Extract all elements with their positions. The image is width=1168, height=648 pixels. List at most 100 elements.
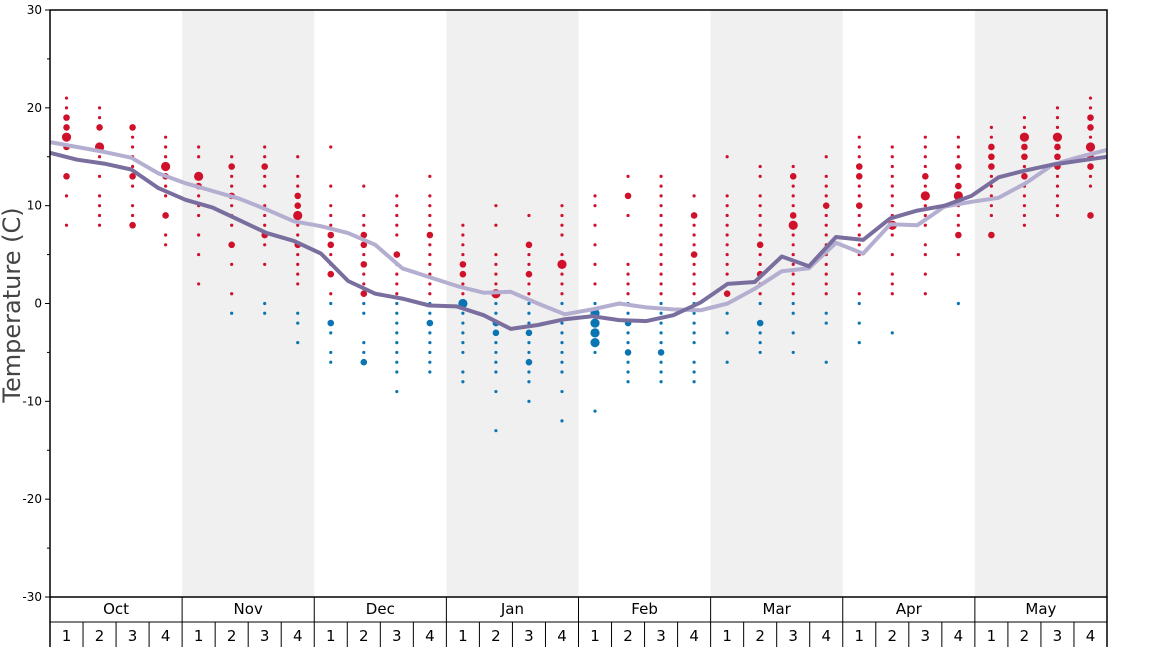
temperature-dot	[659, 184, 663, 188]
temperature-dot	[725, 194, 729, 198]
temperature-dot	[428, 213, 432, 218]
temperature-dot	[527, 350, 531, 355]
temperature-dot	[1055, 194, 1060, 198]
temperature-dot	[692, 194, 696, 198]
temperature-dot	[955, 231, 962, 239]
temperature-dot	[360, 231, 368, 239]
temperature-dot	[923, 135, 927, 139]
week-label: 3	[1053, 627, 1063, 645]
temperature-dot	[626, 174, 630, 178]
temperature-dot	[824, 292, 828, 296]
temperature-dot	[97, 106, 102, 110]
temperature-dot	[329, 145, 333, 149]
week-label: 4	[425, 627, 435, 645]
week-label: 4	[161, 627, 171, 645]
temperature-dot	[626, 380, 630, 384]
temperature-dot	[890, 204, 894, 208]
temperature-dot	[789, 173, 797, 180]
temperature-dot	[395, 341, 399, 345]
temperature-dot	[989, 125, 993, 129]
temperature-dot	[890, 184, 894, 188]
temperature-dot	[989, 204, 993, 208]
temperature-dot	[1052, 132, 1063, 142]
temperature-dot	[263, 301, 267, 306]
temperature-dot	[1022, 204, 1027, 208]
temperature-dot	[130, 213, 135, 218]
week-label: 3	[392, 627, 402, 645]
temperature-dot	[659, 360, 663, 364]
min-temperature-line	[49, 150, 1108, 331]
temperature-dot	[525, 329, 533, 337]
temperature-dot	[296, 272, 300, 276]
temperature-dot	[857, 155, 861, 159]
temperature-dot	[161, 161, 171, 172]
temperature-dot	[791, 301, 795, 306]
temperature-dot	[230, 311, 234, 315]
week-label: 2	[359, 627, 369, 645]
temperature-dot	[857, 341, 861, 345]
temperature-dot	[590, 338, 600, 348]
temperature-dot	[593, 243, 597, 247]
temperature-dot	[461, 292, 465, 296]
temperature-dot	[1022, 116, 1027, 120]
temperature-dot	[360, 261, 368, 268]
temperature-dot	[725, 311, 729, 315]
temperature-dot	[197, 252, 201, 257]
temperature-dot	[789, 212, 797, 219]
temperature-dot	[362, 272, 366, 276]
temperature-dot	[725, 252, 729, 257]
temperature-dot	[129, 124, 136, 131]
temperature-dot	[626, 370, 630, 374]
temperature-dot	[659, 194, 663, 198]
temperature-dot	[560, 272, 564, 276]
temperature-dot	[395, 194, 399, 198]
temperature-dot	[459, 261, 467, 268]
temperature-dot	[494, 341, 498, 345]
temperature-dot	[428, 370, 432, 374]
temperature-dot	[1021, 173, 1028, 180]
temperature-dot	[329, 213, 333, 218]
temperature-dot	[857, 135, 861, 139]
temperature-dot	[525, 270, 533, 278]
temperature-dot	[758, 252, 762, 257]
temperature-dot	[461, 252, 465, 257]
temperature-dot	[362, 184, 366, 188]
temperature-dot	[988, 231, 995, 239]
temperature-dot	[923, 213, 927, 218]
temperature-dot	[1088, 184, 1093, 188]
temperature-dot	[362, 301, 366, 306]
temperature-dot	[296, 174, 300, 178]
temperature-dot	[461, 311, 465, 315]
week-label: 1	[458, 627, 468, 645]
temperature-dot	[791, 272, 795, 276]
temperature-dot	[758, 164, 762, 169]
temperature-dot	[824, 262, 828, 266]
temperature-dot	[560, 370, 564, 374]
plot-frame	[49, 9, 1108, 598]
temperature-dot	[1087, 114, 1094, 121]
x-axis: Oct 1 2 3 4 Nov 1 2 3 4 Dec 1 2 3 4 Jan 1 2 3 4 Feb 1 2 3 4 Mar 1 2…	[49, 597, 1108, 647]
temperature-dot	[1022, 213, 1027, 218]
temperature-dot	[527, 301, 531, 306]
temperature-dot	[1088, 135, 1093, 139]
temperature-dot	[956, 135, 960, 139]
temperature-dot	[758, 204, 762, 208]
temperature-dot	[659, 243, 663, 247]
temperature-dot	[725, 243, 729, 247]
temperature-dot	[560, 321, 564, 325]
temperature-dot	[296, 262, 300, 266]
temperature-dot	[296, 184, 300, 188]
temperature-dot	[659, 341, 663, 345]
week-label: 2	[623, 627, 633, 645]
temperature-dot	[494, 301, 498, 306]
temperature-dot	[692, 282, 696, 286]
temperature-dot	[428, 282, 432, 286]
temperature-dot	[855, 163, 863, 170]
temperature-dot	[525, 241, 533, 249]
temperature-dot	[395, 204, 399, 208]
temperature-dot	[263, 262, 267, 266]
temperature-dot	[1087, 124, 1094, 131]
temperature-dot	[692, 360, 696, 364]
temperature-dot	[129, 173, 136, 180]
